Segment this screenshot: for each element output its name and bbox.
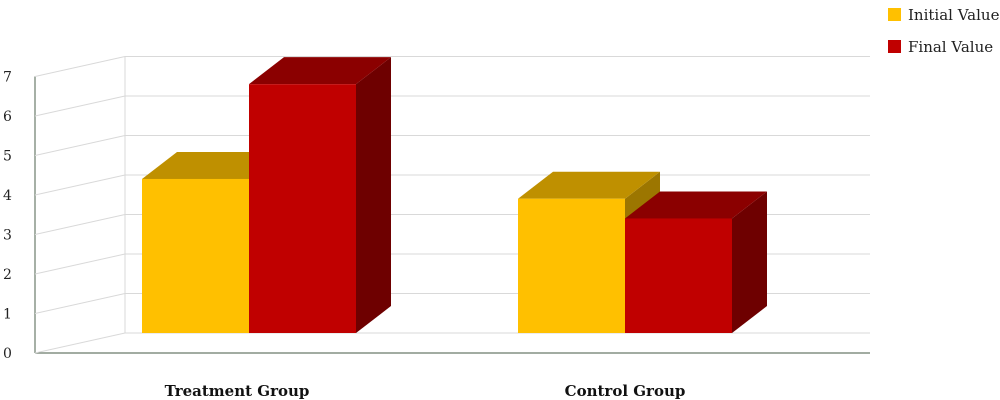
gridline-side bbox=[34, 135, 126, 156]
gridline-side bbox=[34, 293, 126, 314]
bar-front bbox=[249, 84, 356, 334]
legend-label: Initial Value bbox=[908, 6, 1000, 24]
bar-top bbox=[142, 151, 284, 179]
legend-label: Final Value bbox=[908, 38, 993, 56]
x-axis-categories: Treatment Group Control Group bbox=[165, 382, 686, 400]
y-tick-label: 2 bbox=[3, 267, 12, 283]
x-category-label: Treatment Group bbox=[165, 382, 310, 400]
y-tick-label: 4 bbox=[3, 188, 12, 204]
y-tick-label: 1 bbox=[3, 307, 12, 323]
bar-side bbox=[732, 191, 767, 333]
bar-top bbox=[249, 57, 391, 85]
gridline-side bbox=[34, 253, 126, 275]
bar-front bbox=[142, 178, 249, 333]
bar-final-value-treatment-group bbox=[249, 57, 391, 334]
x-category-label: Control Group bbox=[565, 382, 686, 400]
bar-top bbox=[625, 191, 767, 219]
legend-swatch bbox=[888, 40, 901, 53]
bars bbox=[142, 57, 767, 334]
gridline-side bbox=[34, 332, 126, 354]
bar-top bbox=[518, 171, 660, 199]
legend: Initial Value Final Value bbox=[888, 6, 1000, 56]
chart-walls bbox=[34, 56, 870, 354]
y-tick-label: 5 bbox=[3, 149, 12, 165]
bar-front bbox=[625, 218, 732, 333]
y-tick-label: 6 bbox=[3, 109, 12, 125]
y-tick-label: 0 bbox=[3, 346, 12, 362]
y-tick-label: 7 bbox=[3, 70, 12, 86]
y-axis-ticks: 0 1 2 3 4 5 6 7 bbox=[3, 70, 12, 363]
gridline-side bbox=[34, 214, 126, 235]
gridline-side bbox=[34, 95, 126, 117]
legend-swatch bbox=[888, 8, 901, 21]
bar-final-value-control-group bbox=[625, 191, 767, 333]
y-tick-label: 3 bbox=[3, 228, 12, 244]
gridline-side bbox=[34, 56, 126, 77]
bar-side bbox=[356, 57, 391, 334]
bar-front bbox=[518, 198, 625, 333]
gridline-side bbox=[34, 174, 126, 196]
